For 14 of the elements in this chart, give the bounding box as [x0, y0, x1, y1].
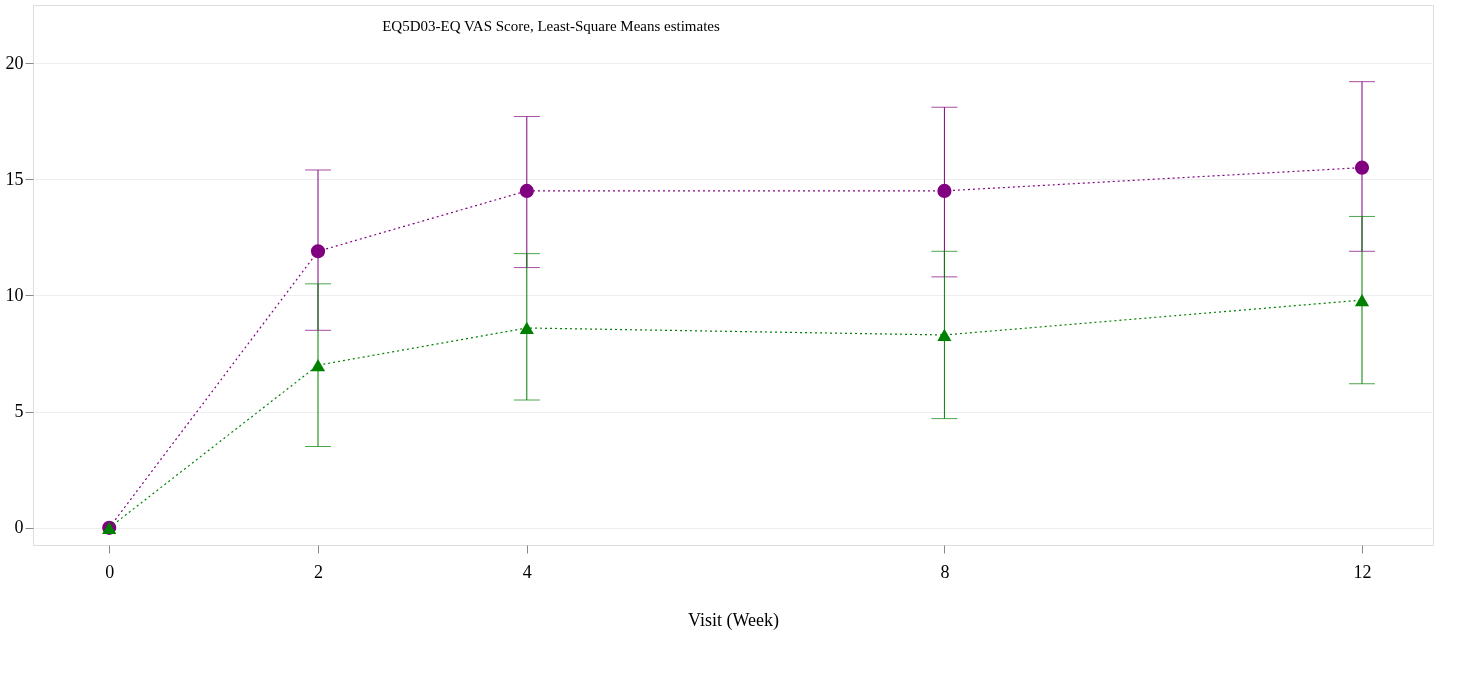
x-tick-label: 4	[522, 561, 532, 582]
point	[937, 183, 952, 198]
point	[519, 183, 534, 198]
y-tick-label: 15	[5, 168, 24, 189]
x-tick-label: 8	[940, 561, 950, 582]
y-tick-label: 20	[5, 52, 24, 73]
y-tick-label: 5	[14, 401, 24, 422]
x-tick-label: 12	[1353, 561, 1372, 582]
x-tick-label: 0	[105, 561, 115, 582]
x-tick-label: 2	[314, 561, 324, 582]
y-tick-label: 0	[14, 517, 24, 538]
y-tick-label: 10	[5, 284, 24, 305]
text: EQ5D03-EQ VAS Score, Least-Square Means estimates	[382, 18, 721, 34]
x-axis-title: Visit (Week)	[688, 609, 779, 631]
